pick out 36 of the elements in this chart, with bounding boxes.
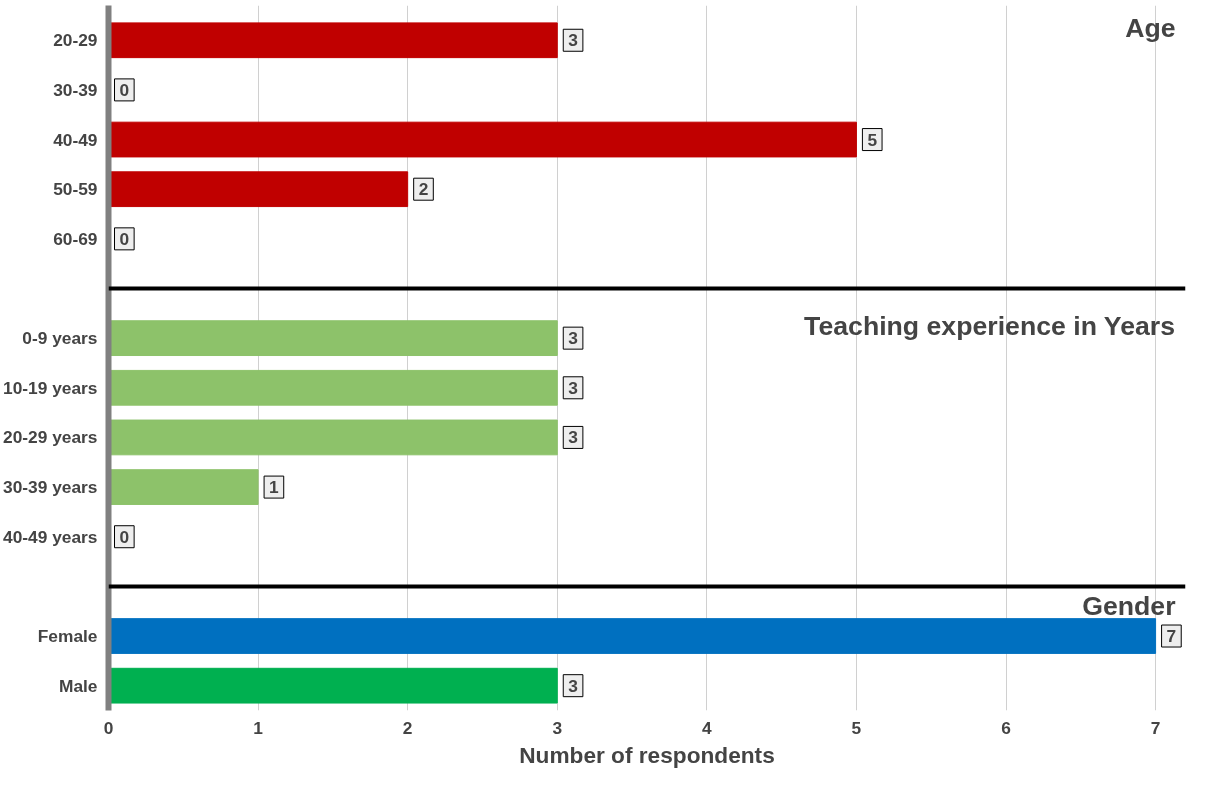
annotation: Teaching experience in Years (804, 310, 1176, 341)
x-tick-label: 4 (702, 717, 713, 738)
y-tick-label: Male (58, 675, 98, 696)
x-tick-label: 5 (851, 717, 862, 738)
y-tick-label: 20-29 years (3, 427, 98, 448)
x-tick-label: 7 (1150, 717, 1161, 738)
data-label: 2 (418, 179, 429, 200)
y-tick-label: 0-9 years (22, 328, 98, 349)
data-label: 0 (119, 526, 130, 547)
y-tick-label: 10-19 years (3, 377, 98, 398)
x-tick-label: 3 (552, 717, 563, 738)
x-tick-label: 6 (1001, 717, 1012, 738)
data-label: 0 (119, 228, 130, 249)
y-tick-label: 30-39 years (3, 477, 98, 498)
y-tick-label: Female (37, 626, 98, 647)
data-label: 3 (568, 30, 579, 51)
y-tick-label: 50-59 (53, 179, 98, 200)
data-label: 3 (568, 377, 579, 398)
y-tick-label: 40-49 years (3, 526, 98, 547)
y-tick-label: 30-39 (53, 79, 98, 100)
annotation: Age (1125, 12, 1176, 43)
y-tick-label: 40-49 (53, 129, 98, 150)
data-label: 0 (119, 79, 130, 100)
data-label: 7 (1166, 626, 1177, 647)
x-tick-label: 0 (103, 717, 114, 738)
data-label: 1 (269, 477, 280, 498)
y-tick-label: 60-69 (53, 228, 98, 249)
y-tick-label: 20-29 (53, 30, 98, 51)
data-label: 3 (568, 328, 579, 349)
annotation: Gender (1082, 591, 1176, 622)
x-axis-title: Number of respondents (519, 741, 775, 768)
x-tick-label: 1 (253, 717, 264, 738)
x-tick-label: 2 (402, 717, 413, 738)
data-label: 3 (568, 675, 579, 696)
data-label: 3 (568, 427, 579, 448)
data-label: 5 (867, 129, 878, 150)
